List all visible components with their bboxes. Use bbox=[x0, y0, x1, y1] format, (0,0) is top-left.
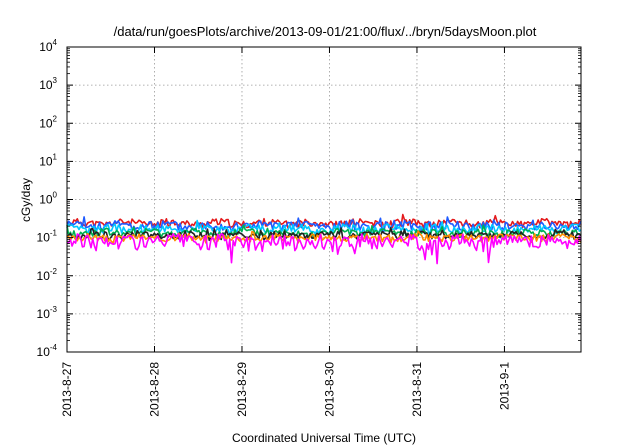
y-tick-labels: 104 103 102 101 100 10-1 10-2 10-3 10-4 bbox=[37, 38, 58, 359]
y-tick-label: 10-4 bbox=[37, 343, 58, 359]
y-tick-label: 10-3 bbox=[37, 305, 58, 321]
x-tick-label: 2013-8-28 bbox=[147, 362, 161, 417]
series-line bbox=[66, 233, 582, 265]
y-tick-label: 104 bbox=[39, 38, 57, 54]
x-tick-label: 2013-8-31 bbox=[410, 362, 424, 417]
series-line bbox=[66, 213, 582, 230]
x-tick-label: 2013-8-29 bbox=[235, 362, 249, 417]
series-line bbox=[66, 230, 582, 244]
x-tick-label: 2013-8-30 bbox=[322, 362, 336, 417]
chart-title: /data/run/goesPlots/archive/2013-09-01/2… bbox=[114, 24, 537, 39]
series-line bbox=[66, 219, 582, 236]
y-axis-label: cGy/day bbox=[19, 178, 33, 222]
y-tick-label: 101 bbox=[39, 152, 57, 168]
y-tick-label: 102 bbox=[39, 114, 57, 130]
series-line bbox=[66, 224, 582, 239]
x-tick-label: 2013-9-1 bbox=[497, 362, 511, 410]
axis-ticks bbox=[66, 46, 581, 353]
x-tick-label: 2013-8-27 bbox=[60, 362, 74, 417]
series-layer bbox=[66, 213, 582, 265]
y-tick-label: 10-1 bbox=[37, 229, 58, 245]
y-tick-label: 103 bbox=[39, 76, 57, 92]
x-tick-labels: 2013-8-27 2013-8-28 2013-8-29 2013-8-30 2013… bbox=[60, 362, 511, 417]
y-tick-label: 100 bbox=[39, 191, 57, 207]
x-axis-label: Coordinated Universal Time (UTC) bbox=[232, 431, 416, 445]
grid-lines bbox=[67, 47, 581, 352]
y-tick-label: 10-2 bbox=[37, 267, 58, 283]
